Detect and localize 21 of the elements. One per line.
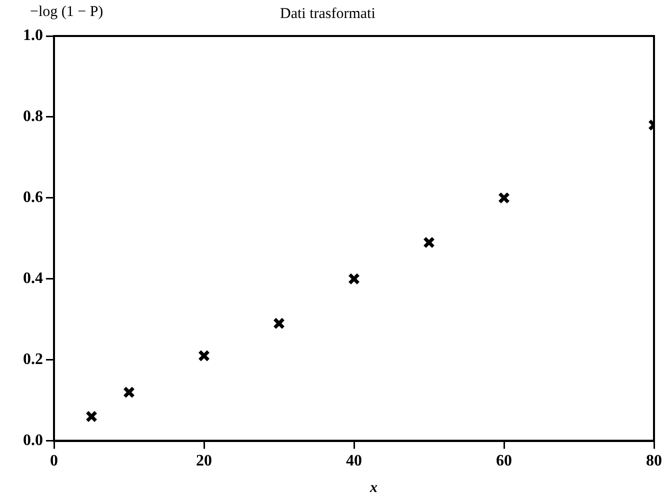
x-tick-label: 40 — [346, 452, 362, 470]
point — [123, 386, 135, 398]
y-tick-label: 0.8 — [23, 108, 43, 126]
x-axis-title: x — [370, 480, 378, 497]
y-tick-label: 0.2 — [23, 350, 43, 368]
point — [498, 192, 510, 204]
y-tick-label: 1.0 — [23, 27, 43, 44]
point — [86, 410, 98, 423]
y-tick-label: 0.0 — [23, 432, 43, 449]
x-tick-label: 0 — [50, 452, 58, 470]
point — [198, 350, 210, 362]
y-tick-label: 0.4 — [23, 270, 43, 288]
point — [348, 272, 360, 285]
x-tick-label: 20 — [196, 452, 212, 470]
y-tick-label: 0.6 — [23, 189, 43, 206]
chart-title: Dati trasformati — [280, 6, 376, 23]
x-tick-label: 60 — [496, 452, 512, 470]
point — [423, 236, 435, 248]
point — [273, 317, 285, 330]
x-tick-label: 80 — [646, 452, 662, 470]
y-axis-title: −log (1 − P) — [30, 4, 104, 21]
